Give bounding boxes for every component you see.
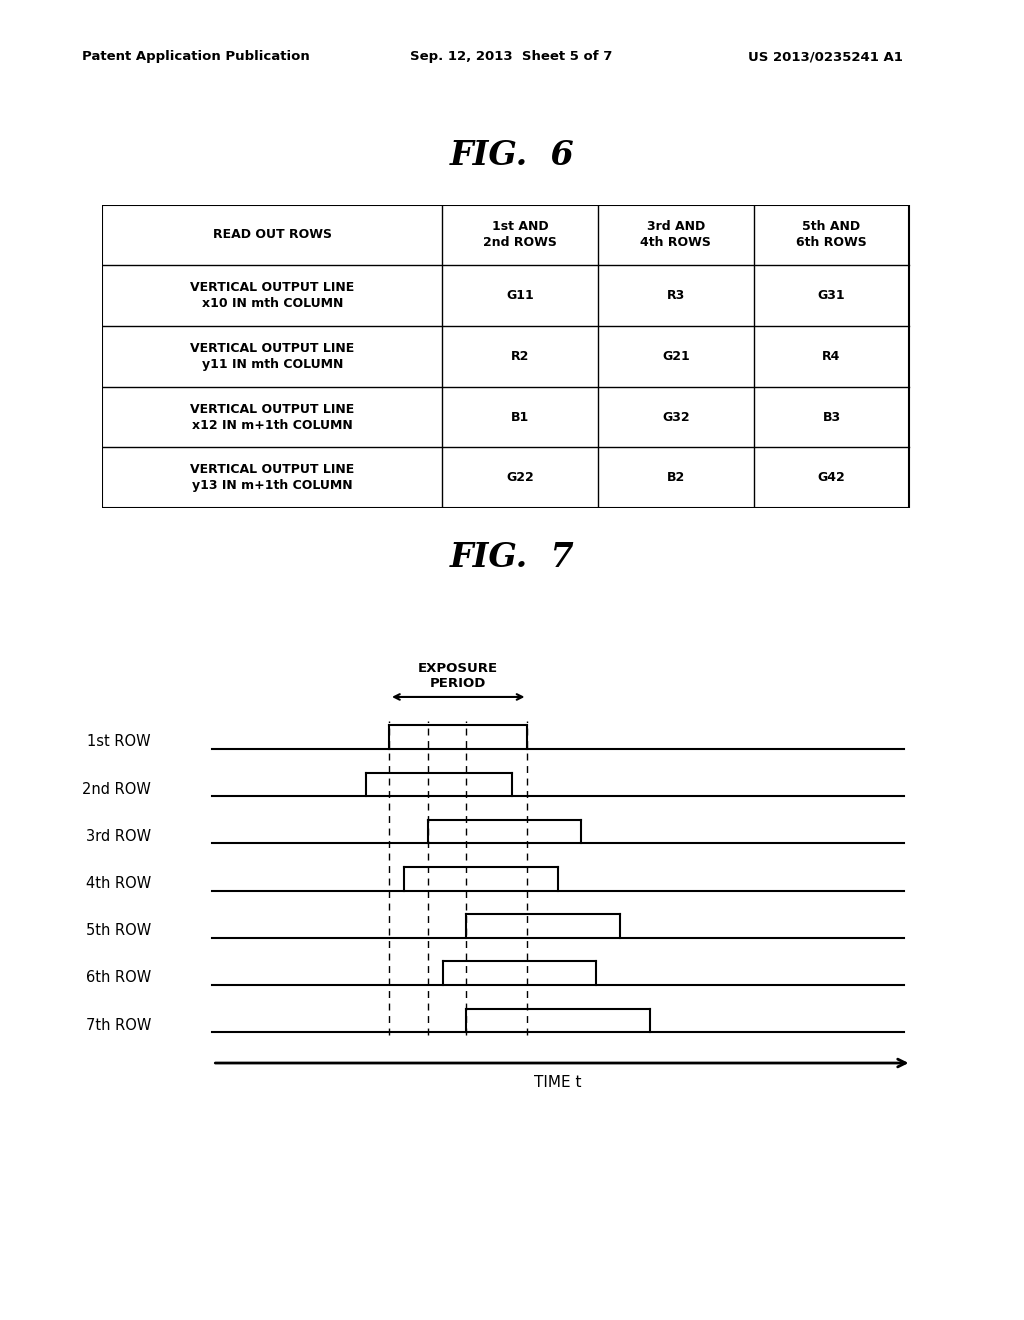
Text: TIME t: TIME t — [535, 1074, 582, 1090]
Text: G31: G31 — [818, 289, 845, 302]
Text: VERTICAL OUTPUT LINE
y13 IN m+1th COLUMN: VERTICAL OUTPUT LINE y13 IN m+1th COLUMN — [190, 463, 354, 492]
Text: B1: B1 — [511, 411, 529, 424]
Text: R2: R2 — [511, 350, 529, 363]
Text: US 2013/0235241 A1: US 2013/0235241 A1 — [748, 50, 902, 63]
Text: G22: G22 — [506, 471, 535, 484]
Text: 3rd ROW: 3rd ROW — [86, 829, 152, 843]
Text: 3rd AND
4th ROWS: 3rd AND 4th ROWS — [640, 220, 712, 249]
Text: 5th ROW: 5th ROW — [86, 923, 152, 939]
Text: 5th AND
6th ROWS: 5th AND 6th ROWS — [796, 220, 867, 249]
Text: Sep. 12, 2013  Sheet 5 of 7: Sep. 12, 2013 Sheet 5 of 7 — [410, 50, 612, 63]
Text: G32: G32 — [663, 411, 689, 424]
Text: VERTICAL OUTPUT LINE
y11 IN mth COLUMN: VERTICAL OUTPUT LINE y11 IN mth COLUMN — [190, 342, 354, 371]
Text: G11: G11 — [506, 289, 535, 302]
Text: 1st AND
2nd ROWS: 1st AND 2nd ROWS — [483, 220, 557, 249]
Text: 2nd ROW: 2nd ROW — [82, 781, 152, 796]
Text: VERTICAL OUTPUT LINE
x12 IN m+1th COLUMN: VERTICAL OUTPUT LINE x12 IN m+1th COLUMN — [190, 403, 354, 432]
Text: B2: B2 — [667, 471, 685, 484]
Text: 6th ROW: 6th ROW — [86, 970, 152, 986]
Text: 4th ROW: 4th ROW — [86, 876, 152, 891]
Text: FIG.  7: FIG. 7 — [450, 541, 574, 574]
Text: 7th ROW: 7th ROW — [86, 1018, 152, 1032]
Text: B3: B3 — [822, 411, 841, 424]
Text: 1st ROW: 1st ROW — [87, 734, 152, 750]
Text: R3: R3 — [667, 289, 685, 302]
Text: FIG.  6: FIG. 6 — [450, 139, 574, 172]
Text: READ OUT ROWS: READ OUT ROWS — [213, 228, 332, 242]
Text: Patent Application Publication: Patent Application Publication — [82, 50, 309, 63]
Text: R4: R4 — [822, 350, 841, 363]
Text: G42: G42 — [817, 471, 846, 484]
Text: G21: G21 — [662, 350, 690, 363]
Text: VERTICAL OUTPUT LINE
x10 IN mth COLUMN: VERTICAL OUTPUT LINE x10 IN mth COLUMN — [190, 281, 354, 310]
Text: EXPOSURE
PERIOD: EXPOSURE PERIOD — [418, 661, 499, 690]
